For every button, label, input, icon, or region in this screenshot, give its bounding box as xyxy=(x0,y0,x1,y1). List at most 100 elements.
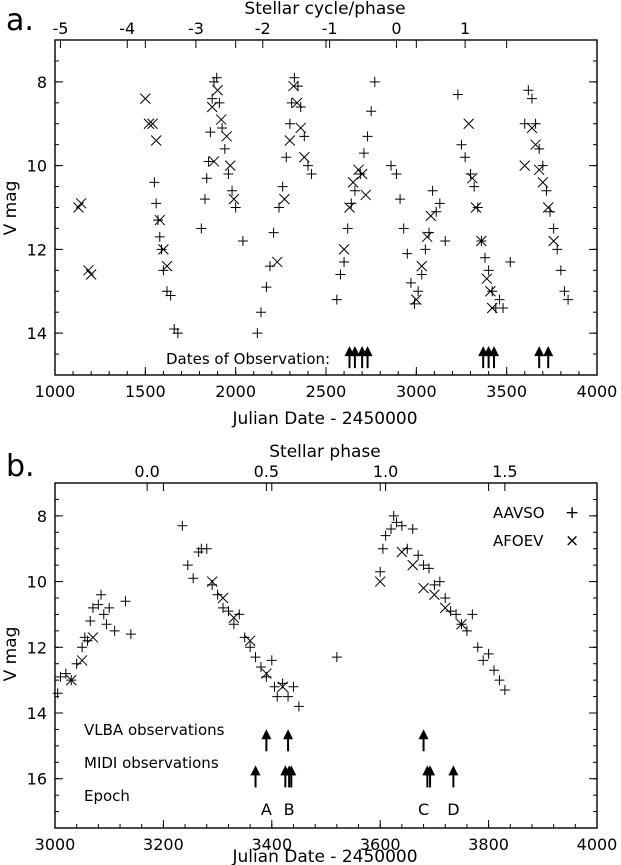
panel-a-data-point-plus xyxy=(154,231,165,242)
panel-a-data-point-cross xyxy=(421,231,433,243)
panel-a-observation-annotation: Dates of Observation: xyxy=(166,350,330,368)
panel-a-data-point-plus xyxy=(537,160,548,171)
panel-a-data-point-plus xyxy=(440,236,451,246)
panel-b-data-point-plus xyxy=(87,602,98,613)
panel-a-data-point-cross xyxy=(139,93,151,104)
panel-a-data-point-plus xyxy=(405,277,416,288)
panel-a-data-point-plus xyxy=(151,198,162,209)
panel-b-data-point-plus xyxy=(101,619,112,630)
panel-a-data-point-plus xyxy=(427,185,438,196)
panel-a-data-point-cross xyxy=(208,156,220,167)
panel-a-x-tick-label: 3000 xyxy=(396,382,437,401)
panel-b-x-tick-label: 3000 xyxy=(35,835,76,854)
panel-a-x-tick-label: 3500 xyxy=(486,382,527,401)
panel-a-data-point-plus xyxy=(409,298,420,309)
panel-a-data-point-plus xyxy=(559,286,570,297)
panel-a-data-point-plus xyxy=(214,97,225,108)
panel-a-data-point-plus xyxy=(205,127,216,138)
panel-a-data-point-plus xyxy=(369,76,380,87)
panel-a-data-point-plus xyxy=(261,282,272,293)
panel-b-data-point-plus xyxy=(109,625,120,636)
panel-a-data-point-plus xyxy=(342,223,353,234)
panel-a-data-point-plus xyxy=(302,160,313,171)
panel-a-data-point-cross xyxy=(481,273,493,285)
panel-a-data-point-plus xyxy=(208,76,219,87)
panel-a-data-point-cross xyxy=(224,160,236,171)
panel-a-data-point-plus xyxy=(346,198,357,209)
panel-b-data-point-plus xyxy=(71,658,82,669)
panel-a-y-tick-label: 8 xyxy=(37,73,47,92)
panel-b-data-point-plus xyxy=(440,593,451,603)
epoch-label: A xyxy=(261,800,272,819)
panel-b-data-point-plus xyxy=(483,648,494,659)
panel-a-frame xyxy=(54,39,598,376)
panel-b-data-point-plus xyxy=(434,576,445,587)
panel-b-data-point-plus xyxy=(494,675,505,686)
panel-b-data-point-cross xyxy=(76,655,88,666)
midi-arrow-head xyxy=(425,765,436,776)
panel-a-data-point-plus xyxy=(483,265,494,276)
panel-b-data-point-cross xyxy=(244,635,256,647)
panel-a-data-point-plus xyxy=(362,131,373,142)
panel-a-data-point-plus xyxy=(289,72,300,83)
panel-a-x-tick-label: 4000 xyxy=(577,382,618,401)
panel-b-data-point-plus xyxy=(218,602,229,613)
panel-a-data-point-plus xyxy=(227,185,238,196)
vlba-arrow-head xyxy=(418,729,429,740)
panel-a-data-point-plus xyxy=(460,152,471,163)
panel-b-data-point-plus xyxy=(402,543,413,554)
panel-a-y-tick-label: 10 xyxy=(27,157,47,176)
panel-a-data-point-plus xyxy=(386,160,397,171)
panel-b-x-tick-label: 3400 xyxy=(251,835,292,854)
panel-b-data-point-cross xyxy=(374,576,386,587)
panel-b-data-point-plus xyxy=(423,563,434,574)
panel-b-data-point-plus xyxy=(120,596,131,607)
panel-b-data-point-plus xyxy=(478,655,489,666)
panel-a-data-point-plus xyxy=(523,85,534,96)
panel-b-data-point-cross xyxy=(277,681,288,693)
panel-a-data-point-cross xyxy=(221,130,232,142)
vlba-arrow-head xyxy=(283,729,294,740)
panel-a-data-point-plus xyxy=(355,169,366,179)
panel-a-data-point-plus xyxy=(219,143,230,154)
panel-b-y-tick-label: 16 xyxy=(27,770,47,789)
panel-a-data-point-plus xyxy=(299,131,310,142)
epoch-label: B xyxy=(284,800,295,819)
panel-a-data-point-cross xyxy=(548,235,559,247)
panel-b-top-tick-label: 1.0 xyxy=(373,462,398,481)
midi-arrow-head xyxy=(250,765,261,776)
panel-a-data-point-plus xyxy=(237,236,248,246)
panel-a-data-point-cross xyxy=(215,114,227,125)
panel-b-data-point-plus xyxy=(283,691,294,702)
panel-b-data-point-plus xyxy=(245,642,256,653)
panel-b-data-point-plus xyxy=(386,524,397,534)
panel-a-data-point-plus xyxy=(552,244,563,255)
panel-a-top-tick-label: 0 xyxy=(391,19,401,38)
panel-a-data-point-plus xyxy=(281,152,292,163)
panel-a-data-point-plus xyxy=(398,223,409,234)
panel-b-data-point-plus xyxy=(52,688,63,699)
panel-b-data-point-cross xyxy=(418,582,429,594)
panel-a-data-point-plus xyxy=(268,227,279,238)
panel-a-data-point-plus xyxy=(152,215,163,226)
legend-aavso-symbol: + xyxy=(565,503,579,523)
panel-b-data-point-cross xyxy=(206,576,218,587)
panel-a-data-point-plus xyxy=(391,169,402,179)
panel-a-data-point-cross xyxy=(360,189,372,201)
panel-b-data-point-cross xyxy=(456,618,467,630)
panel-a-data-point-plus xyxy=(526,93,537,104)
panel-a-x-tick-label: 1500 xyxy=(125,382,166,401)
panel-b-data-point-plus xyxy=(239,632,250,643)
panel-a-data-point-plus xyxy=(201,173,212,184)
panel-b-data-point-cross xyxy=(396,546,408,558)
panel-b-top-tick-label: 0.0 xyxy=(134,462,159,481)
panel-b-data-point-plus xyxy=(60,668,71,679)
panel-b-label: b. xyxy=(6,449,35,484)
observation-arrow-head xyxy=(534,346,545,357)
panel-a-data-point-cross xyxy=(344,202,355,213)
panel-b-x-tick-label: 4000 xyxy=(577,835,618,854)
panel-b-data-point-plus xyxy=(55,671,66,682)
panel-a-data-point-plus xyxy=(431,206,442,217)
panel-a-data-point-plus xyxy=(149,177,160,188)
